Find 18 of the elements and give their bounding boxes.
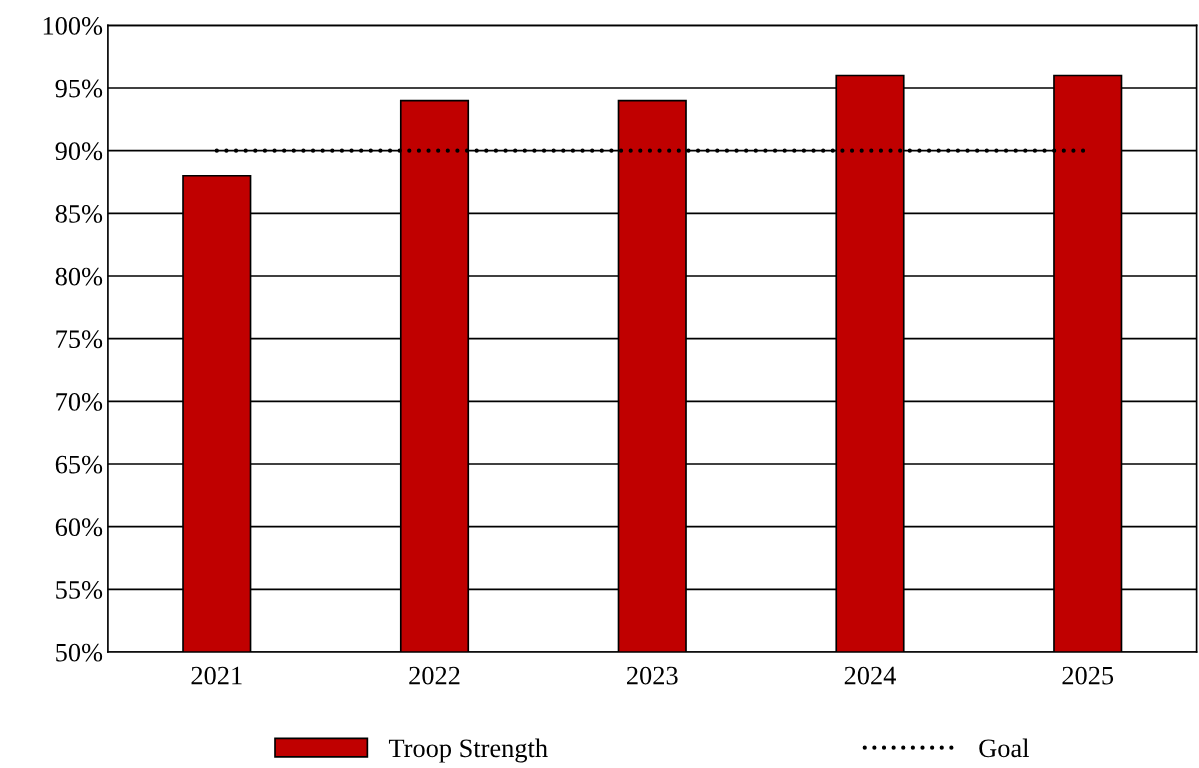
y-tick-label: 55%: [56, 580, 103, 599]
y-tick-label: 70%: [56, 392, 103, 411]
legend-label: Troop Strength: [388, 738, 548, 763]
y-tick-label: 90%: [55, 142, 103, 161]
x-tick-label: 2022: [409, 666, 460, 685]
x-tick-label: 2021: [191, 666, 242, 685]
y-tick-label: 65%: [55, 455, 103, 474]
y-tick-label: 60%: [55, 518, 103, 537]
y-tick-label: 85%: [55, 204, 103, 223]
y-tick-label: 100%: [43, 16, 103, 35]
y-tick-label: 50%: [56, 643, 103, 662]
x-tick-label: 2024: [844, 666, 896, 685]
y-tick-label: 80%: [55, 267, 103, 286]
x-tick-label: 2025: [1062, 666, 1114, 685]
y-tick-label: 95%: [55, 79, 103, 98]
y-tick-label: 75%: [56, 330, 103, 349]
legend-label: Goal: [979, 738, 1029, 758]
x-tick-label: 2023: [627, 666, 678, 685]
